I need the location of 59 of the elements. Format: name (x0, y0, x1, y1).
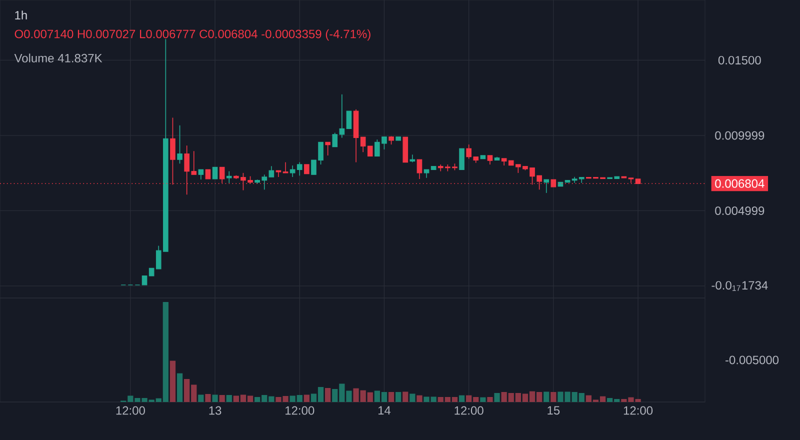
text: -0.005000 (726, 356, 779, 364)
bar (170, 360, 176, 402)
bar (544, 392, 550, 402)
candlestick (226, 170, 232, 184)
bar (487, 397, 493, 402)
bar (226, 395, 232, 402)
candlestick (268, 166, 274, 178)
candlestick (205, 169, 211, 180)
bar (416, 395, 422, 402)
candlestick (170, 117, 176, 186)
bar (198, 394, 204, 402)
bar (396, 392, 402, 402)
bar (458, 395, 465, 402)
candlestick (282, 162, 288, 174)
candlestick (332, 132, 338, 148)
candlestick (142, 276, 148, 286)
bar (205, 394, 211, 402)
annotation: O0.007140 H0.007027 L0.006777 C0.006804 -0.0003359 (-4.71%) (14, 29, 370, 41)
candlestick (544, 179, 550, 194)
bar (480, 397, 486, 402)
y-tick-label: 0.01500 (718, 56, 761, 64)
candlestick (367, 146, 373, 157)
bar (304, 394, 310, 402)
candlestick (360, 136, 366, 153)
x-tick-label: 13 (209, 406, 222, 415)
x-tick-label: 12:00 (624, 406, 653, 415)
candlestick (177, 124, 182, 164)
y-tick-label: 0.009999 (715, 131, 764, 140)
x-tick-label: 14 (378, 406, 391, 415)
bar (219, 395, 225, 402)
y-tick-label: -0.0$_{17}$1734 (712, 281, 768, 291)
candlestick (212, 166, 218, 180)
x-tick-label: 12:00 (116, 406, 145, 415)
bar (212, 394, 218, 402)
annotation: Volume 41.837K (14, 54, 102, 62)
ref-line-label: 0.006804 (715, 179, 764, 188)
candlestick (339, 94, 345, 138)
bar (550, 392, 556, 402)
bar (176, 373, 183, 402)
bar (402, 392, 408, 402)
y-tick-label: 0.004999 (715, 206, 764, 215)
candlestick (276, 170, 282, 178)
text: 1h (15, 10, 27, 20)
x-tick-label: 15 (548, 406, 560, 415)
bar (388, 392, 394, 402)
candlestick (325, 142, 330, 156)
candlestick (304, 164, 310, 174)
x-tick-label: 12:00 (286, 406, 314, 415)
candlestick (296, 162, 302, 176)
bar (410, 394, 416, 402)
bar (325, 388, 331, 402)
candlestick (416, 159, 422, 180)
x-tick-label: 12:00 (454, 406, 484, 415)
candlestick (346, 110, 352, 130)
candlestick (198, 169, 204, 180)
candlestick (487, 155, 493, 165)
candlestick (459, 148, 464, 170)
candlestick (290, 165, 296, 178)
bar (494, 393, 500, 402)
